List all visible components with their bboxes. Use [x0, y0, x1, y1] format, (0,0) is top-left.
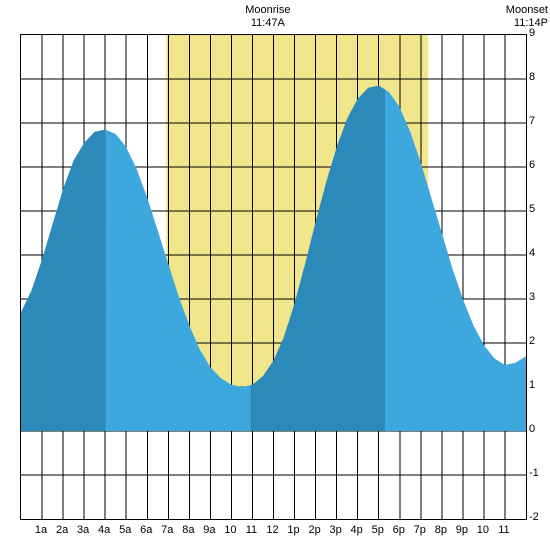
plot-area	[20, 34, 527, 520]
moonrise-time: 11:47A	[251, 17, 285, 29]
y-tick: 3	[529, 291, 549, 303]
x-tick: 11	[492, 524, 516, 536]
moonset-title: Moonset	[506, 4, 548, 16]
moonrise-title: Moonrise	[245, 4, 290, 16]
y-tick: 9	[529, 27, 549, 39]
y-tick: 4	[529, 247, 549, 259]
y-tick: -1	[529, 467, 549, 479]
y-tick: 2	[529, 335, 549, 347]
y-tick: 7	[529, 115, 549, 127]
y-tick: 1	[529, 379, 549, 391]
tide-chart: Moonrise 11:47A Moonset 11:14P -2 -1 0 1 2 3 4…	[0, 0, 550, 550]
header-labels: Moonrise 11:47A Moonset 11:14P	[0, 4, 550, 34]
plot-svg	[21, 35, 526, 519]
y-tick: 5	[529, 203, 549, 215]
y-tick: 6	[529, 159, 549, 171]
y-tick: -2	[529, 511, 549, 523]
y-tick: 8	[529, 71, 549, 83]
y-tick: 0	[529, 423, 549, 435]
moonrise-label: Moonrise 11:47A	[238, 4, 298, 30]
